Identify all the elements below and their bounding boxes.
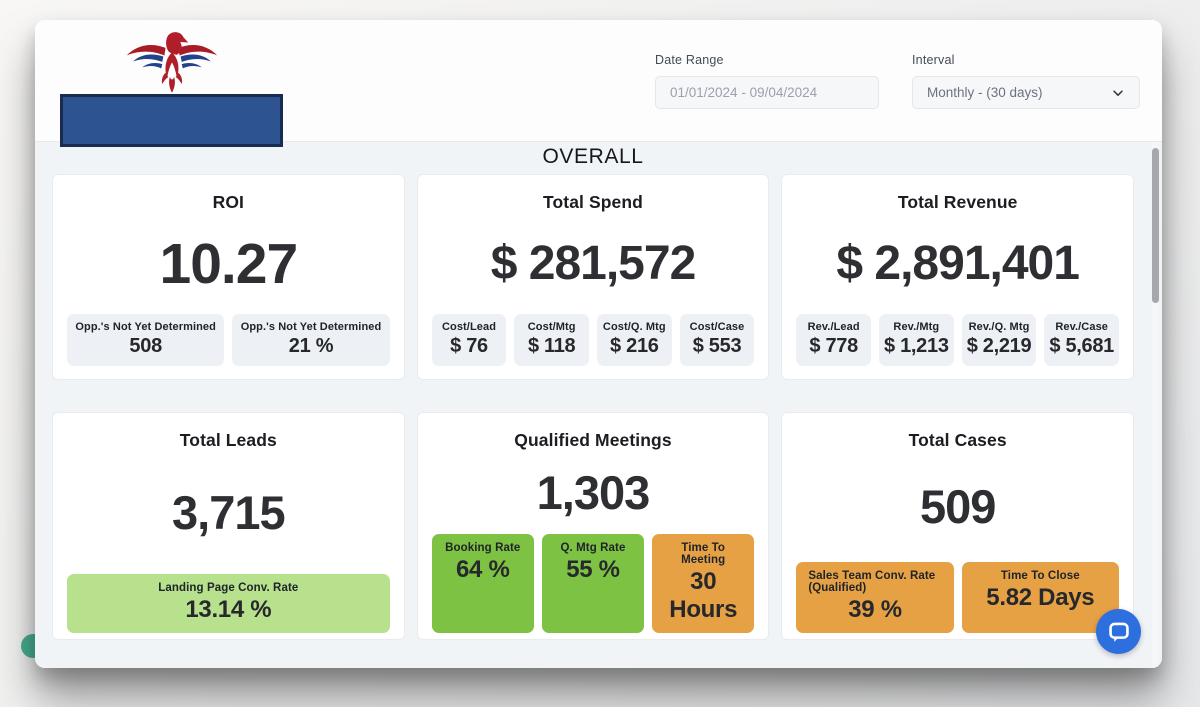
card-value: 1,303: [536, 466, 651, 519]
company-name-redacted: [60, 94, 283, 147]
interval-label: Interval: [912, 53, 955, 67]
card-value: 3,715: [172, 486, 286, 539]
submetric-value: $ 118: [527, 335, 576, 357]
chat-bubble-icon: [1108, 622, 1129, 642]
submetric-label: Cost/Case: [689, 321, 745, 333]
card-title: Total Revenue: [897, 192, 1018, 212]
submetric-label: Opp.'s Not Yet Determined: [240, 321, 382, 333]
submetric-label: Rev./Lead: [807, 321, 860, 333]
submetric-value: 508: [129, 335, 162, 357]
submetric-label: Sales Team Conv. Rate (Qualified): [808, 570, 936, 594]
kpi-row-overall: ROI 10.27 Opp.'s Not Yet Determined 508 …: [52, 174, 1134, 380]
submetric-tile: Cost/Case $ 553: [679, 314, 755, 366]
date-range-control: Date Range 01/01/2024 - 09/04/2024: [655, 53, 879, 109]
eagle-logo-icon: [126, 32, 218, 93]
submetric-value: $ 5,681: [1049, 335, 1114, 357]
scrollbar-track[interactable]: [1152, 142, 1159, 668]
submetric-label: Cost/Mtg: [527, 321, 576, 333]
chat-launcher-button[interactable]: [1096, 609, 1141, 654]
date-range-value: 01/01/2024 - 09/04/2024: [670, 85, 818, 100]
content-area: OVERALL ROI 10.27 Opp.'s Not Yet Determi…: [35, 142, 1162, 668]
submetric-value: 30 Hours: [669, 568, 738, 623]
submetric-value: 5.82 Days: [986, 584, 1095, 611]
header: Date Range 01/01/2024 - 09/04/2024 Inter…: [35, 20, 1162, 147]
chevron-down-icon: [1113, 89, 1123, 96]
card-total-leads: Total Leads 3,715 Landing Page Conv. Rat…: [52, 412, 405, 640]
submetric-value: 64 %: [456, 556, 510, 583]
submetric-label: Cost/Q. Mtg: [602, 321, 666, 333]
submetric-tile: Time To Close 5.82 Days: [961, 562, 1119, 633]
card-total-cases: Total Cases 509 Sales Team Conv. Rate (Q…: [781, 412, 1134, 640]
submetric-label: Cost/Lead: [441, 321, 497, 333]
card-title: Total Cases: [908, 430, 1007, 450]
submetric-value: $ 216: [610, 335, 659, 357]
submetric-tile: Cost/Lead $ 76: [431, 314, 507, 366]
submetric-value: $ 1,213: [884, 335, 949, 357]
submetric-label: Booking Rate: [445, 542, 521, 554]
card-value: 509: [919, 480, 996, 533]
submetric-tile: Cost/Mtg $ 118: [514, 314, 589, 366]
dashboard-window: Date Range 01/01/2024 - 09/04/2024 Inter…: [35, 20, 1162, 668]
card-title: Total Leads: [179, 430, 277, 450]
submetric-tile: Rev./Case $ 5,681: [1044, 314, 1120, 366]
card-value: 10.27: [159, 231, 299, 296]
submetric-label: Time To Close: [1000, 570, 1080, 582]
card-value: $ 2,891,401: [836, 237, 1080, 290]
submetric-label: Rev./Q. Mtg: [968, 321, 1030, 333]
card-value: $ 281,572: [490, 237, 697, 290]
card-title: Total Spend: [543, 192, 643, 212]
submetric-value: $ 76: [450, 335, 488, 357]
card-qualified-meetings: Qualified Meetings 1,303 Booking Rate 64…: [416, 412, 770, 640]
submetric-label: Q. Mtg Rate: [560, 542, 626, 554]
scrollbar-thumb[interactable]: [1152, 148, 1159, 303]
submetric-tile: Sales Team Conv. Rate (Qualified) 39 %: [796, 562, 954, 633]
submetric-value: $ 2,219: [966, 335, 1032, 357]
card-total-revenue: Total Revenue $ 2,891,401 Rev./Lead $ 77…: [781, 174, 1134, 380]
date-range-input[interactable]: 01/01/2024 - 09/04/2024: [655, 76, 879, 109]
submetric-tile: Time To Meeting 30 Hours: [652, 534, 755, 633]
date-range-label: Date Range: [655, 53, 724, 67]
section-title: OVERALL: [542, 145, 644, 168]
card-roi: ROI 10.27 Opp.'s Not Yet Determined 508 …: [52, 174, 405, 380]
submetric-value: 55 %: [566, 556, 620, 583]
card-title: Qualified Meetings: [514, 430, 672, 450]
submetric-tile: Rev./Lead $ 778: [796, 314, 871, 366]
submetric-label: Landing Page Conv. Rate: [158, 582, 299, 594]
submetric-tile: Rev./Q. Mtg $ 2,219: [961, 314, 1037, 366]
card-total-spend: Total Spend $ 281,572 Cost/Lead $ 76 Cos…: [416, 174, 770, 380]
interval-control: Interval Monthly - (30 days): [912, 53, 1140, 109]
submetric-value: 21 %: [288, 335, 334, 357]
submetric-value: $ 778: [809, 335, 858, 357]
interval-select[interactable]: Monthly - (30 days): [912, 76, 1140, 109]
submetric-label: Rev./Case: [1055, 321, 1109, 333]
submetric-label: Opp.'s Not Yet Determined: [75, 321, 216, 333]
submetric-tile: Cost/Q. Mtg $ 216: [597, 314, 672, 366]
submetric-label: Time To Meeting: [681, 542, 726, 566]
submetric-tile: Opp.'s Not Yet Determined 21 %: [232, 314, 390, 366]
interval-value: Monthly - (30 days): [927, 85, 1043, 100]
submetric-value: 13.14 %: [185, 596, 272, 623]
submetric-tile: Opp.'s Not Yet Determined 508: [67, 314, 225, 366]
submetric-value: 39 %: [848, 596, 902, 623]
submetric-tile: Rev./Mtg $ 1,213: [879, 314, 954, 366]
kpi-row-funnel: Total Leads 3,715 Landing Page Conv. Rat…: [52, 412, 1134, 640]
submetric-tile: Landing Page Conv. Rate 13.14 %: [67, 574, 390, 633]
submetric-tile: Booking Rate 64 %: [431, 534, 534, 633]
submetric-value: $ 553: [692, 335, 742, 357]
submetric-label: Rev./Mtg: [893, 321, 940, 333]
submetric-tile: Q. Mtg Rate 55 %: [541, 534, 645, 633]
card-title: ROI: [212, 192, 245, 212]
